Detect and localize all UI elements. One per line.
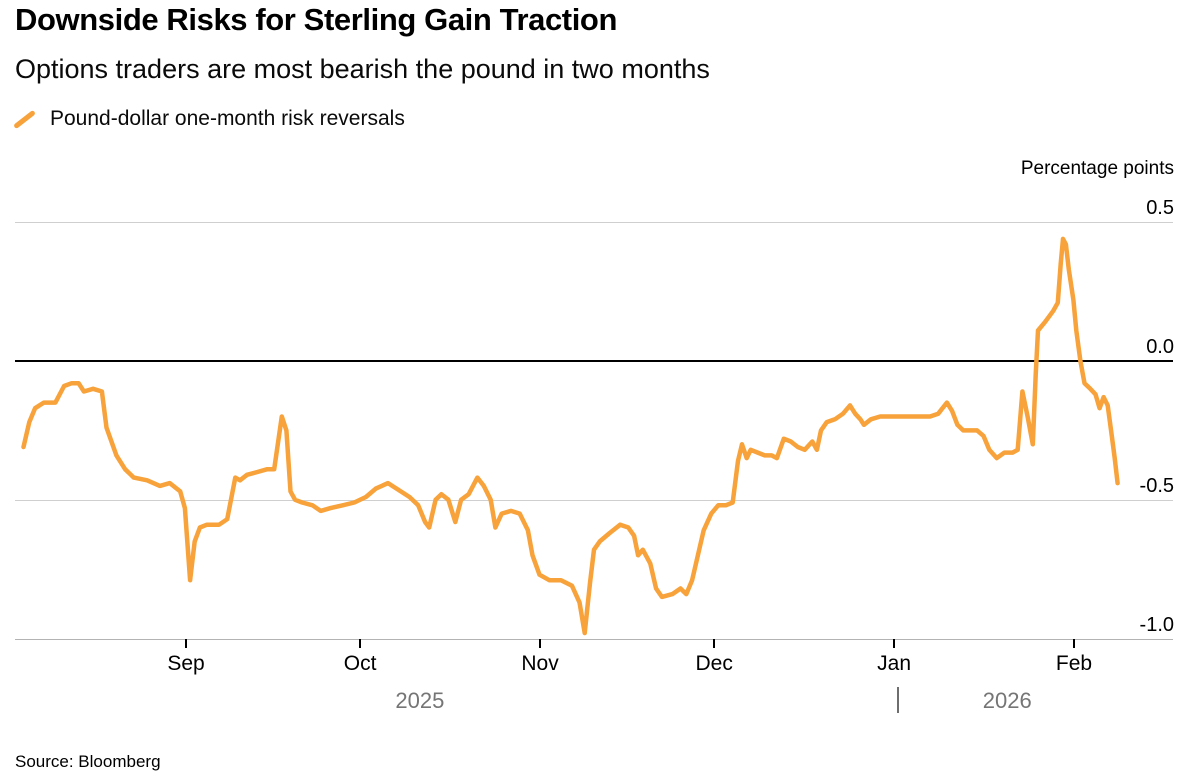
gridline-y--0.5 xyxy=(14,499,1173,501)
y-axis-title: Percentage points xyxy=(1020,158,1174,179)
x-tick-nov xyxy=(539,639,542,648)
source-note: Source: Bloomberg xyxy=(15,752,161,771)
x-tick-oct xyxy=(359,639,362,648)
x-tick-label-jan: Jan xyxy=(877,652,912,675)
x-tick-sep xyxy=(185,639,187,648)
y-tick-label-0.0: 0.0 xyxy=(1146,336,1174,358)
legend: Pound-dollar one-month risk reversals xyxy=(12,107,405,131)
x-tick-label-sep: Sep xyxy=(167,652,205,675)
x-tick-label-feb: Feb xyxy=(1055,652,1093,675)
page-subtitle: Options traders are most bearish the pou… xyxy=(15,54,710,84)
x-tick-label-oct: Oct xyxy=(343,652,377,675)
y-tick-label--0.5: -0.5 xyxy=(1139,474,1174,497)
x-tick-jan xyxy=(893,639,896,648)
gridline-y--1.0 xyxy=(14,638,1173,640)
page-title: Downside Risks for Sterling Gain Tractio… xyxy=(15,2,617,37)
series-line-pound-dollar-risk-reversals xyxy=(21,236,1120,636)
x-tick-label-nov: Nov xyxy=(521,652,559,675)
year-label-2025: 2025 xyxy=(395,688,445,713)
y-tick-label-0.5: 0.5 xyxy=(1146,197,1174,220)
legend-label: Pound-dollar one-month risk reversals xyxy=(50,107,405,130)
year-divider xyxy=(897,687,900,713)
gridline-y-0.0 xyxy=(14,360,1173,362)
x-tick-label-dec: Dec xyxy=(695,652,733,675)
x-tick-feb xyxy=(1073,639,1076,648)
gridline-y-0.5 xyxy=(14,222,1173,224)
y-tick-label--1.0: -1.0 xyxy=(1139,613,1174,636)
x-tick-dec xyxy=(713,639,716,648)
year-label-2026: 2026 xyxy=(982,688,1032,713)
legend-line-marker-icon xyxy=(13,109,36,129)
